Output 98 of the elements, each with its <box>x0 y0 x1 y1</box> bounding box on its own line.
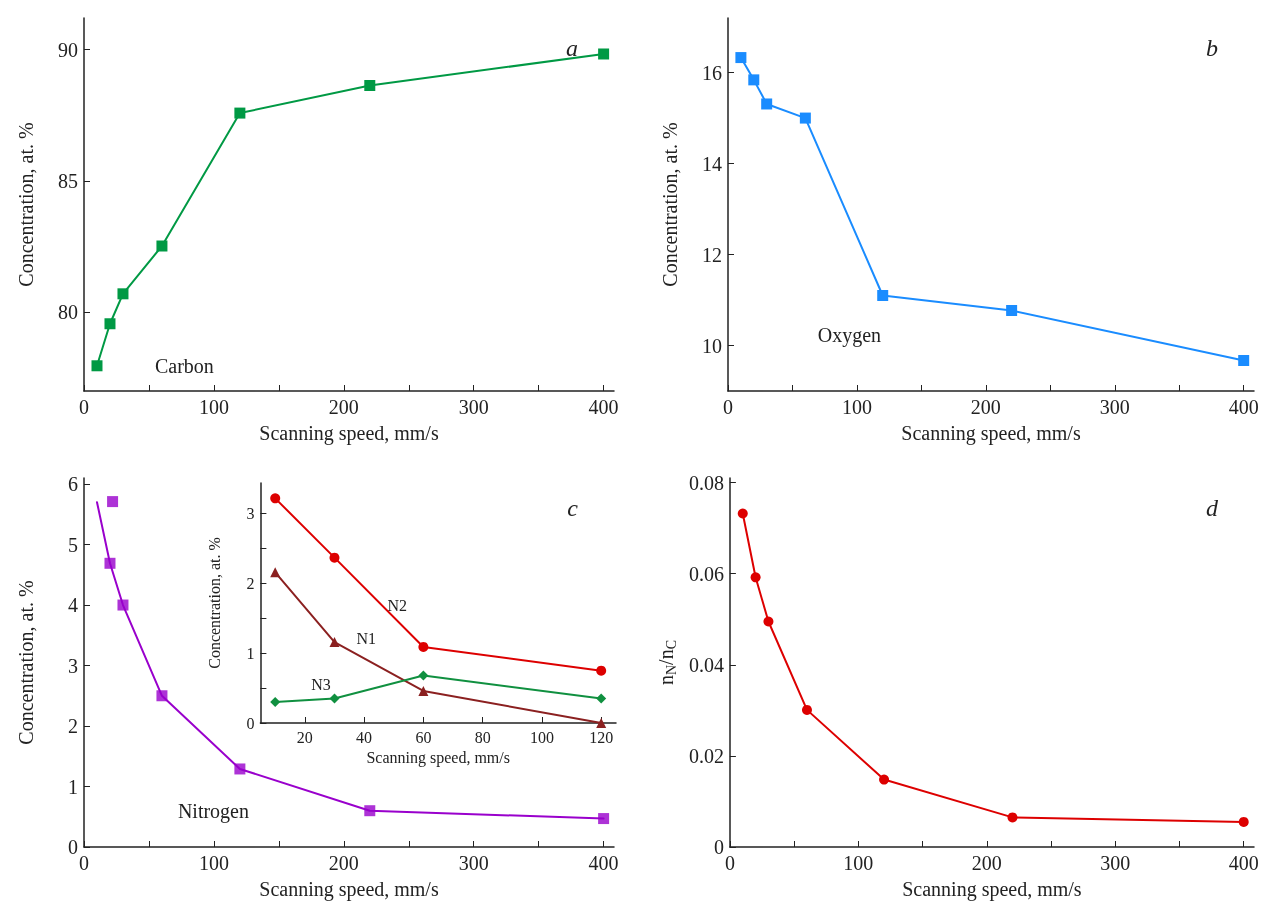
y-tick-label: 0 <box>68 836 78 858</box>
x-tick-label: 400 <box>1228 396 1259 418</box>
point <box>750 572 761 583</box>
text: Carbon <box>154 354 214 377</box>
y-tick-label: 0 <box>713 836 724 858</box>
y-tick-label: 16 <box>702 61 722 84</box>
x-tick-label: 100 <box>198 852 229 874</box>
point <box>234 107 246 119</box>
y-tick-label: 0 <box>246 714 255 732</box>
y-tick-label: 80 <box>58 301 78 324</box>
x-axis-title: Scanning speed, mm/s <box>902 878 1082 901</box>
point <box>1238 816 1249 827</box>
y-axis-title: Concentration, at. % <box>205 537 223 669</box>
y-tick-label: 3 <box>246 505 255 523</box>
y-axis-title: Concentration, at. % <box>15 122 37 287</box>
series-label: Nitrogen <box>177 799 249 823</box>
series-label: N3 <box>311 675 331 693</box>
annotation: d <box>1206 495 1219 521</box>
x-tick-label: 400 <box>588 396 619 418</box>
point <box>801 704 812 715</box>
y-tick-label: 0.02 <box>688 744 724 767</box>
x-tick-label: 120 <box>589 728 614 746</box>
point <box>418 641 429 652</box>
x-tick-label: 400 <box>588 852 619 874</box>
point <box>596 718 607 728</box>
annotation: c <box>567 495 579 521</box>
x-tick-label: 200 <box>970 396 1001 418</box>
annotation: a <box>566 35 578 61</box>
y-tick-label: 0.04 <box>688 653 724 676</box>
point <box>735 52 747 64</box>
point <box>1238 355 1250 367</box>
point <box>418 685 429 696</box>
point <box>799 112 811 124</box>
point <box>1006 304 1018 316</box>
y-tick-label: 3 <box>68 654 78 677</box>
point <box>329 637 340 648</box>
x-axis-title: Scanning speed, mm/s <box>259 422 439 445</box>
point <box>91 360 103 372</box>
point <box>364 80 376 92</box>
x-tick-label: 20 <box>296 728 313 746</box>
annotation: b <box>1206 35 1218 61</box>
point <box>107 496 119 508</box>
x-axis-title: Scanning speed, mm/s <box>366 749 510 768</box>
x-tick-label: 400 <box>1228 852 1259 874</box>
point <box>737 508 748 519</box>
series-label: Oxygen <box>817 324 882 348</box>
x-tick-label: 100 <box>841 396 872 418</box>
x-tick-label: 80 <box>474 728 491 746</box>
y-tick-label: 1 <box>68 775 78 798</box>
y-tick-label: 2 <box>68 715 78 738</box>
series-label: N2 <box>387 597 407 615</box>
point <box>763 616 774 627</box>
y-tick-label: 4 <box>68 594 78 617</box>
y-tick-label: 6 <box>68 473 78 496</box>
point <box>117 288 129 300</box>
point <box>761 98 773 110</box>
x-tick-label: 100 <box>198 396 229 418</box>
y-tick-label: 85 <box>58 169 78 192</box>
y-tick-label: 0.08 <box>688 471 724 494</box>
point <box>877 289 889 301</box>
point <box>156 240 168 252</box>
y-tick-label: 2 <box>246 574 255 592</box>
y-axis-title: Concentration, at. % <box>659 122 681 287</box>
point <box>329 552 340 563</box>
y-tick-label: 12 <box>702 243 722 266</box>
point <box>879 774 890 785</box>
x-tick-label: 40 <box>356 728 373 746</box>
y-tick-label: 0.06 <box>688 562 724 585</box>
x-tick-label: 300 <box>458 396 489 418</box>
x-axis-title: Scanning speed, mm/s <box>259 878 439 901</box>
y-tick-label: 1 <box>246 644 255 662</box>
series-label: N1 <box>356 629 377 647</box>
x-tick-label: 200 <box>328 852 359 874</box>
y-tick-label: 10 <box>702 334 722 357</box>
point <box>270 697 281 708</box>
point <box>1007 812 1018 823</box>
x-tick-label: 300 <box>1100 852 1131 874</box>
point <box>270 493 281 504</box>
point <box>329 693 340 704</box>
x-tick-label: 300 <box>458 852 489 874</box>
point <box>598 48 610 60</box>
y-tick-label: 14 <box>702 152 722 175</box>
point <box>596 693 607 704</box>
point <box>748 74 760 86</box>
point <box>596 665 607 676</box>
x-tick-label: 300 <box>1099 396 1130 418</box>
x-tick-label: 100 <box>843 852 874 874</box>
x-tick-label: 100 <box>529 728 554 746</box>
point <box>418 670 429 681</box>
x-tick-label: 200 <box>328 396 359 418</box>
y-tick-label: 5 <box>68 533 78 556</box>
x-axis-title: Scanning speed, mm/s <box>901 422 1081 445</box>
point <box>104 318 116 330</box>
x-tick-label: 200 <box>971 852 1002 874</box>
x-tick-label: 60 <box>415 728 432 746</box>
point <box>270 567 281 578</box>
y-axis-title: Concentration, at. % <box>15 580 37 745</box>
y-tick-label: 90 <box>58 38 78 61</box>
